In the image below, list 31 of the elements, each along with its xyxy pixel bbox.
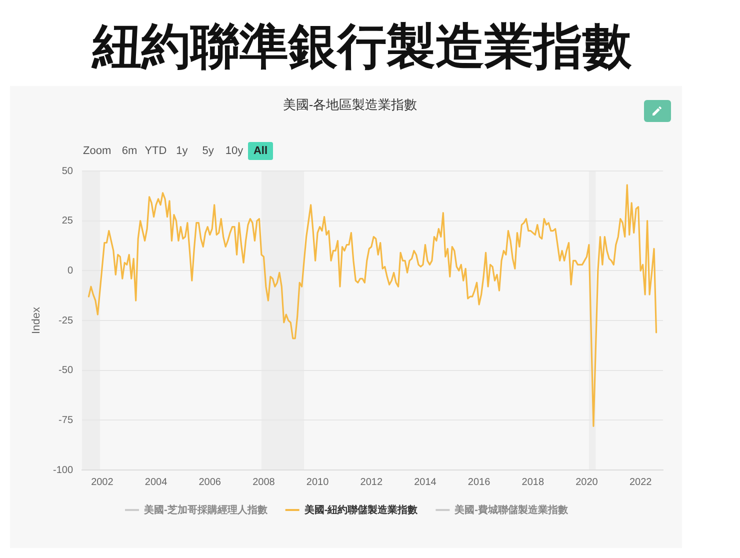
y-tick-label: -50 [58,365,74,376]
x-tick-label: 2012 [360,476,383,488]
x-tick-label: 2016 [468,476,491,488]
chart-subtitle: 美國-各地區製造業指數 [282,96,418,114]
y-tick-label: -100 [52,464,74,476]
text: 10y [224,144,244,159]
chart-title: 紐約聯準銀行製造業指數 [90,19,632,76]
text: YTD [144,144,168,159]
text: 1y [175,144,189,159]
x-tick-label: 2002 [91,476,114,488]
y-tick-label: -25 [58,315,74,326]
x-tick-label: 2014 [414,476,437,488]
y-tick-label: 25 [62,216,74,227]
y-tick-label: 0 [67,265,74,276]
y-tick-label: -75 [58,414,74,426]
legend-label: 美國-費城聯儲製造業指數 [454,504,569,516]
legend-label: 美國-紐約聯儲製造業指數 [303,504,419,516]
x-tick-label: 2008 [252,476,276,488]
x-tick-label: 2022 [629,476,652,488]
x-tick-label: 2006 [198,476,222,488]
y-tick-label: 50 [62,166,74,177]
x-tick-label: 2020 [576,476,598,488]
text: 6m [120,144,138,159]
text: All [248,142,273,160]
x-tick-label: 2004 [144,476,168,488]
text: Zoom [83,144,112,159]
text: 5y [201,144,215,159]
x-tick-label: 2018 [522,476,544,488]
legend-label: 美國-芝加哥採購經理人指數 [143,504,268,516]
y-axis-title: Index [30,306,43,334]
x-tick-label: 2010 [306,476,330,488]
